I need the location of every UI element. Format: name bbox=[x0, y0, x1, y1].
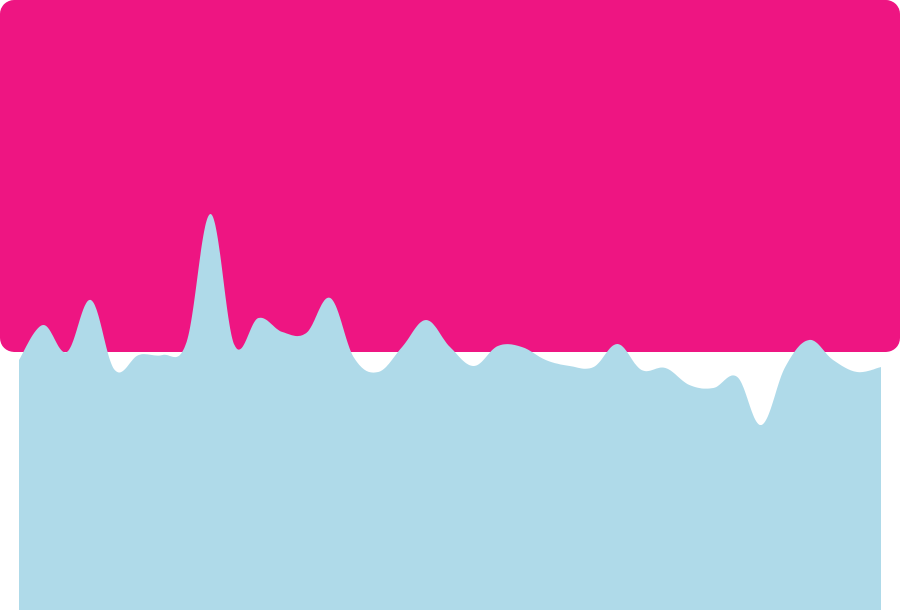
upper-area bbox=[0, 0, 900, 352]
series-layer bbox=[18, 213, 882, 610]
series-area bbox=[19, 213, 881, 610]
